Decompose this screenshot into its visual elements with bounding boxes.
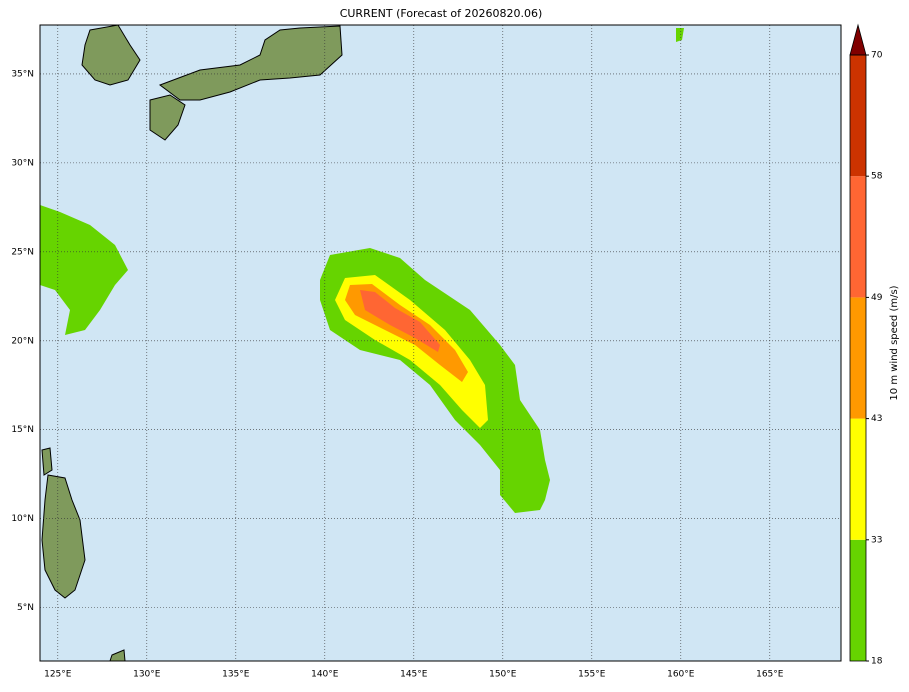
land xyxy=(41,24,343,662)
lat-tick-label: 10°N xyxy=(11,514,34,524)
lon-tick-label: 140°E xyxy=(311,670,339,680)
colorbar-segment xyxy=(850,297,866,419)
colorbar-tick-label: 18 xyxy=(871,657,883,667)
colorbar: 18 33 43 49 58 70 xyxy=(849,23,883,667)
colorbar-tick-label: 33 xyxy=(871,535,882,545)
colorbar-frame xyxy=(849,54,867,662)
lat-tick-label: 20°N xyxy=(11,336,34,346)
lat-tick-label: 30°N xyxy=(11,158,34,168)
map-frame xyxy=(39,24,842,662)
colorbar-tick-label: 43 xyxy=(871,414,882,424)
lon-tick-label: 125°E xyxy=(44,670,72,680)
wind-swath xyxy=(40,28,684,513)
lon-tick-label: 155°E xyxy=(578,670,606,680)
lon-tick-label: 145°E xyxy=(400,670,428,680)
lon-tick-label: 135°E xyxy=(222,670,250,680)
colorbar-tick-label: 49 xyxy=(871,293,883,303)
colorbar-tick-label: 58 xyxy=(871,172,883,182)
lon-tick-label: 130°E xyxy=(133,670,161,680)
colorbar-segment xyxy=(850,55,866,177)
lat-tick-label: 15°N xyxy=(11,425,34,435)
graticule xyxy=(40,25,841,661)
lat-tick-label: 25°N xyxy=(11,247,34,257)
colorbar-segment xyxy=(850,418,866,540)
lat-tick-label: 35°N xyxy=(11,69,34,79)
lon-tick-label: 160°E xyxy=(667,670,695,680)
lat-tick-label: 5°N xyxy=(17,603,34,613)
colorbar-label: 10 m wind speed (m/s) xyxy=(889,285,900,400)
lon-tick-label: 150°E xyxy=(489,670,517,680)
colorbar-tick-label: 70 xyxy=(871,51,883,61)
colorbar-extend xyxy=(849,23,867,56)
colorbar-segment xyxy=(850,176,866,298)
map-title: CURRENT (Forecast of 20260820.06) xyxy=(340,7,543,20)
colorbar-segment xyxy=(850,539,866,661)
lon-tick-label: 165°E xyxy=(756,670,784,680)
